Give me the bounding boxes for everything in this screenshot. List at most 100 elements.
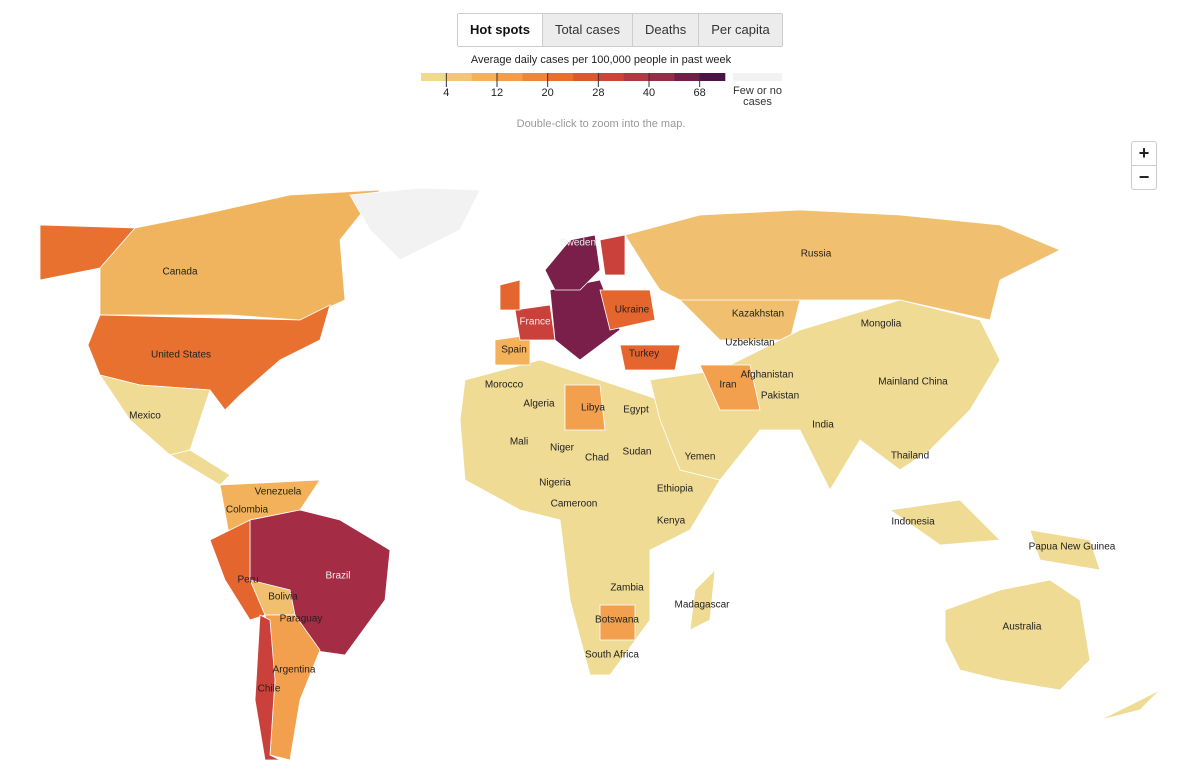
country-label: Paraguay bbox=[280, 614, 323, 625]
legend-tick-label: 20 bbox=[542, 87, 554, 99]
legend-swatch bbox=[598, 73, 624, 81]
legend-swatch bbox=[421, 73, 447, 81]
country[interactable] bbox=[168, 449, 231, 486]
country-label: Iran bbox=[719, 380, 736, 391]
tab[interactable]: Deaths bbox=[632, 14, 699, 46]
country-label: Mainland China bbox=[878, 377, 948, 388]
country[interactable] bbox=[1029, 529, 1101, 571]
legend-swatch bbox=[497, 73, 523, 81]
legend-tick-label: 68 bbox=[694, 87, 706, 99]
country-label: Yemen bbox=[685, 452, 716, 463]
country-label: Chile bbox=[258, 684, 281, 695]
country[interactable] bbox=[499, 279, 521, 311]
country[interactable] bbox=[99, 374, 211, 456]
country-label: Ukraine bbox=[615, 305, 650, 316]
legend-swatch bbox=[471, 73, 498, 81]
legend-tick-label: 12 bbox=[491, 87, 503, 99]
country[interactable] bbox=[564, 384, 606, 431]
country-label: Morocco bbox=[485, 380, 524, 391]
country[interactable] bbox=[649, 299, 1001, 491]
country-label: France bbox=[519, 317, 551, 328]
country[interactable] bbox=[944, 579, 1091, 691]
zoom-out[interactable]: − bbox=[1138, 167, 1150, 187]
country[interactable] bbox=[679, 299, 801, 341]
country-label: Mali bbox=[510, 437, 528, 448]
country[interactable] bbox=[1099, 689, 1161, 721]
legend-swatch bbox=[573, 73, 599, 81]
tab[interactable]: Per capita bbox=[698, 14, 782, 46]
legend-swatch bbox=[522, 73, 548, 81]
legend-tick-label: 28 bbox=[592, 87, 604, 99]
country-label: Nigeria bbox=[539, 478, 571, 489]
tab[interactable]: Total cases bbox=[541, 14, 632, 46]
country-label: Libya bbox=[581, 403, 605, 414]
country[interactable] bbox=[459, 359, 721, 676]
no-data-label-box: Few or no cases bbox=[733, 86, 782, 108]
country-label: Turkey bbox=[629, 349, 659, 360]
country[interactable] bbox=[87, 304, 331, 411]
legend-tick-label: 4 bbox=[443, 87, 449, 99]
country-label: Zambia bbox=[610, 583, 644, 594]
country[interactable] bbox=[599, 289, 656, 331]
tab-bar: Hot spots Total cases Deaths Per capita bbox=[457, 13, 783, 47]
legend-swatch bbox=[674, 73, 700, 81]
country[interactable] bbox=[888, 499, 1001, 546]
country-label: Mexico bbox=[129, 411, 161, 422]
country-label: India bbox=[812, 420, 834, 431]
legend-title: Average daily cases per 100,000 people i… bbox=[471, 54, 732, 66]
zoom-in[interactable]: + bbox=[1132, 142, 1156, 166]
country[interactable] bbox=[619, 344, 681, 371]
country[interactable] bbox=[544, 234, 601, 291]
country-label: Uzbekistan bbox=[725, 338, 774, 349]
country-label: Afghanistan bbox=[741, 370, 794, 381]
no-data-swatch bbox=[733, 73, 782, 81]
country[interactable] bbox=[254, 614, 281, 761]
country-label: Colombia bbox=[226, 505, 269, 516]
legend-swatch bbox=[699, 73, 726, 81]
country[interactable] bbox=[99, 189, 381, 321]
country-label: United States bbox=[151, 350, 211, 361]
land bbox=[39, 187, 1161, 761]
country-label: Botswana bbox=[595, 615, 639, 626]
legend-tick-label: 40 bbox=[643, 87, 655, 99]
country-label: South Africa bbox=[585, 650, 639, 661]
country-label: Kazakhstan bbox=[732, 309, 784, 320]
legend-swatch bbox=[547, 73, 574, 81]
country[interactable] bbox=[624, 209, 1061, 321]
country-label: Egypt bbox=[623, 405, 649, 416]
legend-swatch bbox=[623, 73, 650, 81]
country-label: Canada bbox=[162, 267, 197, 278]
country-label: Indonesia bbox=[891, 517, 935, 528]
country[interactable] bbox=[599, 234, 626, 276]
country-label: Venezuela bbox=[255, 487, 302, 498]
country-label: Australia bbox=[1003, 622, 1042, 633]
country-label: Brazil bbox=[325, 571, 350, 582]
no-data-label: Few or no cases bbox=[733, 86, 782, 108]
country[interactable] bbox=[689, 568, 716, 631]
country[interactable] bbox=[494, 334, 531, 366]
country[interactable] bbox=[349, 187, 481, 261]
country-label: Bolivia bbox=[268, 592, 298, 603]
country-label: Peru bbox=[237, 575, 258, 586]
country-label: Papua New Guinea bbox=[1029, 542, 1116, 553]
country-label: Thailand bbox=[891, 451, 929, 462]
hint: Double-click to zoom into the map. bbox=[517, 118, 686, 130]
country[interactable] bbox=[699, 364, 761, 411]
country-label: Russia bbox=[801, 249, 832, 260]
legend-swatch bbox=[649, 73, 675, 81]
country-label: Ethiopia bbox=[657, 484, 694, 495]
country-label: Sweden bbox=[560, 238, 596, 249]
country-labels: Canada United States Mexico Venezuela Co… bbox=[129, 238, 1116, 695]
country-label: Pakistan bbox=[761, 391, 799, 402]
country[interactable] bbox=[599, 604, 636, 641]
country-label: Cameroon bbox=[551, 499, 598, 510]
country-label: Niger bbox=[550, 443, 575, 454]
legend-swatch bbox=[446, 73, 472, 81]
country-label: Madagascar bbox=[674, 600, 730, 611]
zoom-controls: + − bbox=[1131, 141, 1157, 190]
tab[interactable]: Hot spots bbox=[458, 14, 542, 46]
country-label: Sudan bbox=[623, 447, 652, 458]
country-label: Spain bbox=[501, 345, 527, 356]
